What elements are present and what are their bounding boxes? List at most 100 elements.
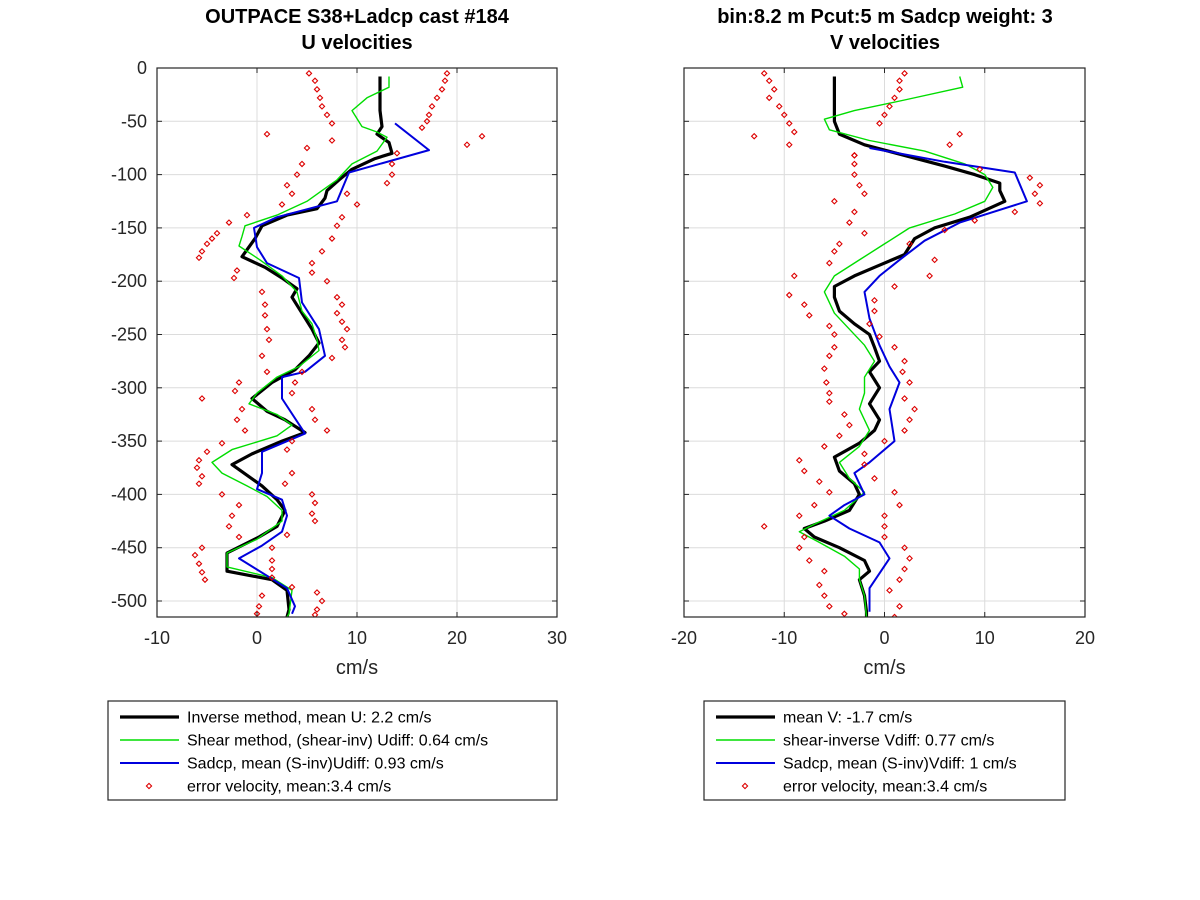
error-velocity-marker [305, 69, 313, 77]
error-velocity-marker [891, 283, 898, 290]
error-velocity-marker [785, 291, 793, 299]
error-velocity-marker [343, 325, 351, 333]
error-velocity-marker [861, 450, 868, 458]
error-velocity-marker [881, 533, 888, 541]
grid [684, 68, 1085, 617]
legend-label: Sadcp, mean (S-inv)Vdiff: 1 cm/s [783, 756, 1017, 773]
v-velocity-panel: -20 -10 0 10 20 bin:8.2 m Pcut:5 m Sadcp weig… [671, 6, 1095, 801]
error-velocity-marker [263, 368, 271, 376]
error-velocity-marker [891, 488, 898, 496]
error-velocity-marker [866, 320, 873, 328]
error-velocity-marker [313, 589, 321, 596]
error-velocity-marker [800, 533, 808, 541]
error-velocity-marker [876, 120, 883, 127]
error-velocity-marker [438, 85, 446, 93]
error-velocity-marker [283, 531, 291, 539]
x-tick-label: 10 [347, 628, 367, 648]
error-velocity-marker [193, 464, 201, 472]
error-velocity-marker [238, 405, 246, 413]
error-velocity-marker [856, 181, 863, 189]
error-velocity-marker [261, 311, 269, 319]
error-velocity-marker [311, 416, 319, 424]
error-velocity-marker [1036, 200, 1044, 207]
error-velocity-marker [323, 111, 331, 119]
error-velocity-marker [971, 217, 979, 224]
error-velocity-marker [318, 247, 326, 255]
plot-content [750, 69, 1044, 617]
error-velocity-marker [316, 94, 324, 102]
error-velocity-marker [333, 309, 341, 317]
error-velocity-marker [976, 165, 984, 173]
error-velocity-marker [288, 389, 296, 397]
series-line-1 [802, 76, 1007, 617]
error-velocity-marker [338, 213, 346, 221]
error-velocity-marker [343, 190, 351, 198]
error-velocity-marker [785, 120, 793, 127]
error-velocity-marker [941, 226, 949, 234]
error-velocity-marker [333, 222, 341, 230]
error-velocity-marker [1026, 174, 1034, 182]
y-tick-label: -350 [111, 431, 147, 451]
error-velocity-marker [258, 592, 266, 600]
error-velocity-marker [830, 331, 838, 338]
error-velocity-marker [891, 613, 898, 617]
error-velocity-marker [770, 85, 778, 93]
error-velocity-marker [795, 544, 803, 552]
error-velocity-marker [750, 132, 758, 140]
error-velocity-marker [213, 229, 221, 237]
plot-content [191, 69, 486, 617]
error-velocity-marker [328, 354, 336, 362]
chart-subtitle: V velocities [830, 32, 940, 54]
error-velocity-marker [765, 77, 773, 85]
legend-label: error velocity, mean:3.4 cm/s [783, 779, 987, 796]
legend-marker [741, 782, 749, 790]
error-velocity-marker [825, 398, 833, 406]
legend-label: Sadcp, mean (S-inv)Udiff: 0.93 cm/s [187, 756, 444, 773]
error-velocity-marker [906, 240, 913, 248]
error-velocity-marker [846, 421, 853, 429]
error-velocity-marker [283, 181, 291, 189]
error-velocity-marker [851, 171, 858, 178]
error-velocity-marker [218, 439, 226, 447]
x-tick-label: 20 [1075, 628, 1095, 648]
legend-label: mean V: -1.7 cm/s [783, 710, 912, 727]
error-velocity-marker [896, 501, 903, 509]
error-velocity-marker [906, 554, 913, 562]
series-line-3 [238, 122, 430, 615]
error-velocity-marker [203, 448, 211, 456]
x-tick-label: -10 [144, 628, 170, 648]
error-velocity-marker [323, 277, 331, 285]
error-velocity-marker [901, 357, 908, 365]
error-velocity-marker [881, 512, 888, 520]
error-velocity-marker [428, 102, 436, 110]
error-velocity-marker [851, 152, 858, 159]
error-velocity-marker [775, 102, 783, 110]
series-line-3 [828, 147, 1028, 612]
error-velocity-marker [800, 467, 808, 475]
x-tick-label: -10 [771, 628, 797, 648]
error-velocity-marker [825, 389, 833, 397]
error-velocity-marker [901, 395, 908, 402]
error-velocity-marker [478, 132, 486, 140]
y-tick-label: -250 [111, 325, 147, 345]
error-velocity-marker [268, 544, 276, 552]
error-velocity-marker [313, 85, 321, 93]
error-velocity-marker [243, 211, 251, 219]
error-velocity-marker [268, 574, 276, 581]
error-velocity-marker [308, 491, 316, 498]
error-velocity-marker [433, 94, 441, 102]
legend-marker [145, 782, 153, 790]
error-velocity-marker [231, 387, 239, 395]
error-velocity-marker [820, 567, 828, 575]
y-tick-label: -400 [111, 484, 147, 504]
error-velocity-marker [235, 379, 243, 386]
y-tick-label: -450 [111, 538, 147, 558]
chart-title: OUTPACE S38+Ladcp cast #184 [205, 6, 510, 28]
error-velocity-marker [328, 235, 336, 242]
error-velocity-marker [946, 141, 954, 149]
error-velocity-marker [198, 544, 206, 552]
chart-subtitle: U velocities [301, 32, 412, 54]
error-velocity-marker [1036, 181, 1044, 189]
x-tick-label: 30 [547, 628, 567, 648]
